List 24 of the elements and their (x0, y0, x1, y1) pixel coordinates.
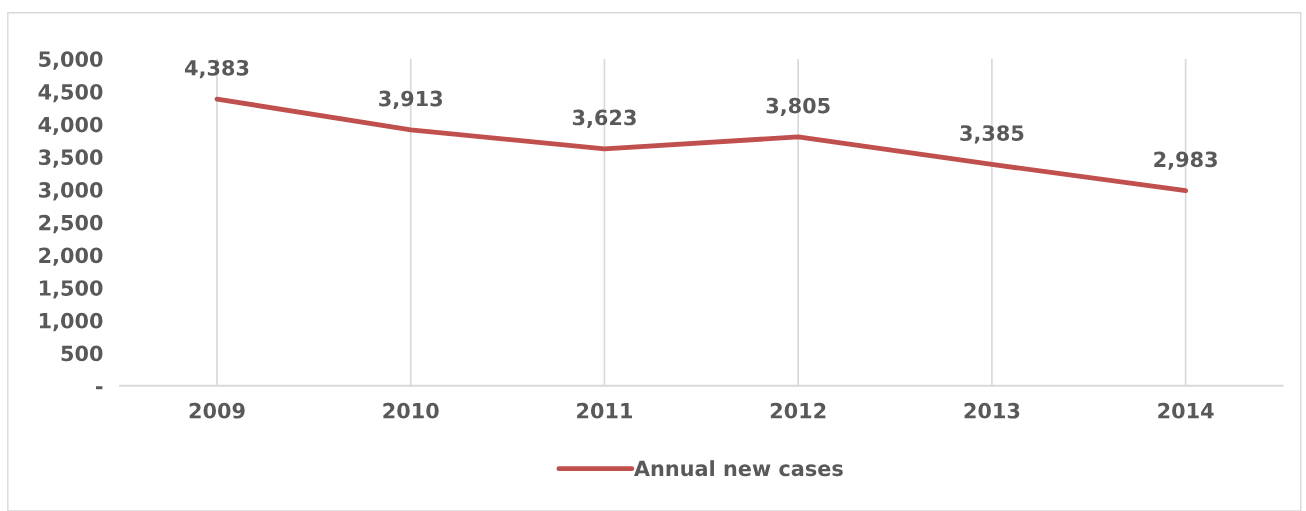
data-label: 3,385 (960, 125, 1024, 144)
y-tick-label: 5,000 (39, 51, 103, 70)
y-tick-label: - (95, 386, 103, 390)
y-tick-label: 1,000 (39, 312, 103, 332)
data-label: 3,805 (766, 97, 830, 117)
data-label: 4,383 (185, 59, 249, 79)
y-tick-label: 3,000 (38, 182, 103, 201)
y-tick-label: 2,000 (39, 247, 103, 266)
data-label: 3,623 (572, 109, 636, 129)
x-tick-label: 2013 (964, 402, 1020, 419)
data-label: 2,983 (1154, 151, 1217, 170)
y-tick-label: 1,500 (39, 280, 103, 299)
y-tick-label: 4,000 (38, 116, 103, 136)
x-tick-label: 2010 (383, 402, 439, 419)
x-tick-label: 2014 (1158, 402, 1214, 419)
y-tick-label: 2,500 (39, 214, 103, 234)
x-tick-label: 2009 (189, 402, 245, 419)
data-label: 3,913 (379, 90, 443, 110)
legend-label: Annual new cases (633, 460, 843, 477)
x-tick-label: 2012 (770, 402, 826, 419)
y-tick-label: 4,500 (38, 83, 103, 103)
y-tick-label: 500 (61, 345, 103, 362)
x-tick-label: 2011 (577, 402, 633, 419)
y-tick-label: 3,500 (38, 149, 103, 168)
